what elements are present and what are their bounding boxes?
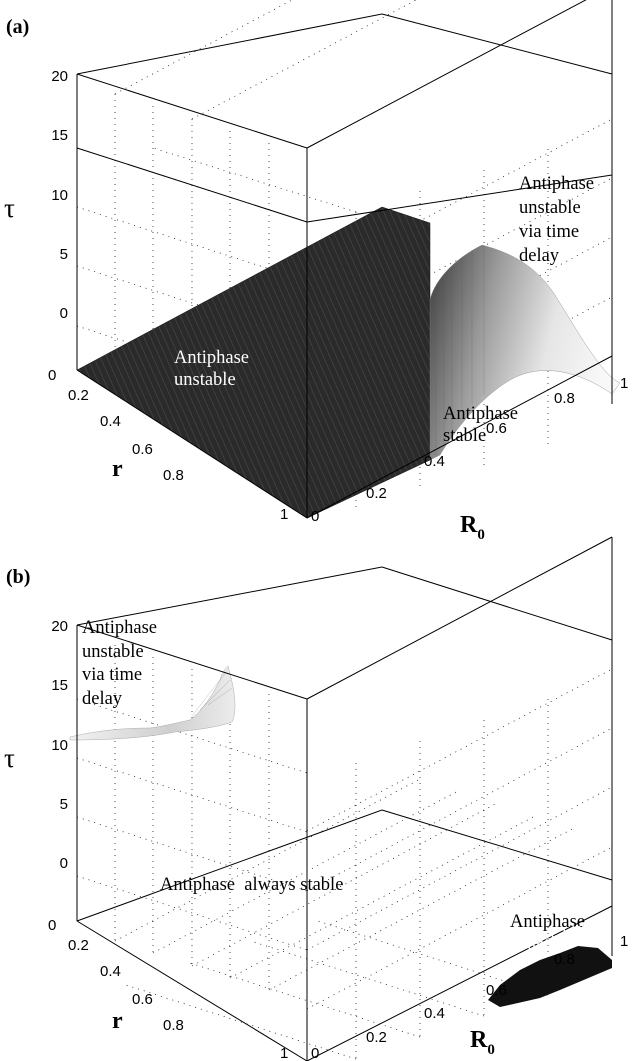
b-ann-unstable-1: Antiphase [510, 912, 585, 932]
b-r-axis-label: r [112, 1008, 123, 1034]
a-ann-delay-1: Antiphase [519, 174, 594, 194]
a-z-tick-20: 20 [51, 68, 68, 85]
panel-a-r-ticks: 0 0.2 0.4 0.6 0.8 1 [48, 367, 288, 523]
b-z-tick-20: 20 [51, 618, 68, 635]
b-r-tick-1: 1 [280, 1045, 288, 1061]
b-r-tick-06: 0.6 [132, 991, 153, 1008]
b-z-axis-label: τ [4, 743, 15, 773]
panel-b-surface-mesh [191, 671, 233, 717]
b-z-tick-0: 0 [60, 855, 68, 872]
a-r-axis-label: r [112, 456, 123, 482]
panel-b-delay-surface [69, 665, 236, 741]
panel-a: (a) [4, 0, 628, 543]
panel-a-r0-ticks: 0 0.2 0.4 0.6 0.8 1 [311, 375, 628, 525]
a-R0-tick-1: 1 [620, 375, 628, 392]
panel-b-label: (b) [6, 566, 30, 588]
a-R0-axis-label: R0 [460, 512, 485, 543]
a-z-tick-15: 15 [51, 127, 68, 144]
a-ann-stable-1: Antiphase [443, 404, 518, 424]
b-ann-delay-3: via time [82, 665, 142, 685]
b-ann-delay-4: delay [82, 689, 123, 709]
a-ann-stable-2: stable [443, 426, 486, 446]
a-ann-delay-3: via time [519, 222, 579, 242]
b-R0-tick-0: 0 [311, 1045, 319, 1061]
a-R0-tick-08: 0.8 [554, 390, 575, 407]
panel-b-frame [76, 536, 613, 1061]
panel-b-r0-ticks: 0 0.2 0.4 0.6 0.8 1 [311, 933, 628, 1061]
b-ann-always-stable: Antiphase always stable [160, 875, 343, 895]
panel-a-unstable-region [76, 206, 431, 519]
a-ann-unstable-2: unstable [174, 370, 236, 390]
a-r-tick-06: 0.6 [132, 441, 153, 458]
b-r-tick-04: 0.4 [100, 963, 121, 980]
a-z-tick-0: 0 [60, 305, 68, 322]
b-z-tick-5: 5 [60, 796, 68, 813]
a-R0-tick-06: 0.6 [486, 420, 507, 437]
a-z-axis-label: τ [4, 193, 15, 223]
panel-a-surface-mesh [435, 246, 485, 455]
a-R0-tick-02: 0.2 [366, 485, 387, 502]
panel-b-grid [76, 645, 613, 1060]
a-r-tick-1: 1 [280, 506, 288, 523]
b-R0-tick-1: 1 [620, 933, 628, 950]
panel-b-z-ticks: 20 15 10 5 0 [51, 618, 68, 872]
panel-a-frame [76, 0, 613, 519]
b-ann-delay-1: Antiphase [82, 618, 157, 638]
a-R0-tick-04: 0.4 [424, 453, 445, 470]
a-r-tick-02: 0.2 [68, 387, 89, 404]
panel-b-annotations: Antiphase unstable via time delay Antiph… [82, 618, 589, 960]
a-z-tick-5: 5 [60, 246, 68, 263]
b-r-tick-0: 0 [48, 917, 56, 934]
a-ann-unstable-1: Antiphase [174, 348, 249, 368]
panel-b: (b) [4, 536, 628, 1061]
a-r-tick-0: 0 [48, 367, 56, 384]
a-R0-tick-0: 0 [311, 508, 319, 525]
b-R0-tick-04: 0.4 [424, 1005, 445, 1022]
b-R0-tick-08: 0.8 [554, 951, 575, 968]
a-r-tick-04: 0.4 [100, 413, 121, 430]
panel-b-unstable-region [488, 946, 612, 1007]
panel-a-label: (a) [6, 16, 29, 38]
b-z-tick-15: 15 [51, 677, 68, 694]
b-R0-tick-06: 0.6 [486, 982, 507, 999]
b-r-tick-02: 0.2 [68, 937, 89, 954]
b-R0-tick-02: 0.2 [366, 1029, 387, 1046]
a-ann-delay-2: unstable [519, 198, 581, 218]
panel-a-z-ticks: 20 15 10 5 0 [51, 68, 68, 322]
a-ann-delay-4: delay [519, 246, 560, 266]
a-r-tick-08: 0.8 [163, 467, 184, 484]
panel-b-r-ticks: 0 0.2 0.4 0.6 0.8 1 [48, 917, 288, 1061]
b-ann-delay-2: unstable [82, 642, 144, 662]
b-R0-axis-label: R0 [470, 1027, 495, 1058]
b-r-tick-08: 0.8 [163, 1017, 184, 1034]
panel-a-annotations: Antiphase unstable Antiphase stable Anti… [174, 174, 594, 446]
b-z-tick-10: 10 [51, 737, 68, 754]
a-z-tick-10: 10 [51, 187, 68, 204]
